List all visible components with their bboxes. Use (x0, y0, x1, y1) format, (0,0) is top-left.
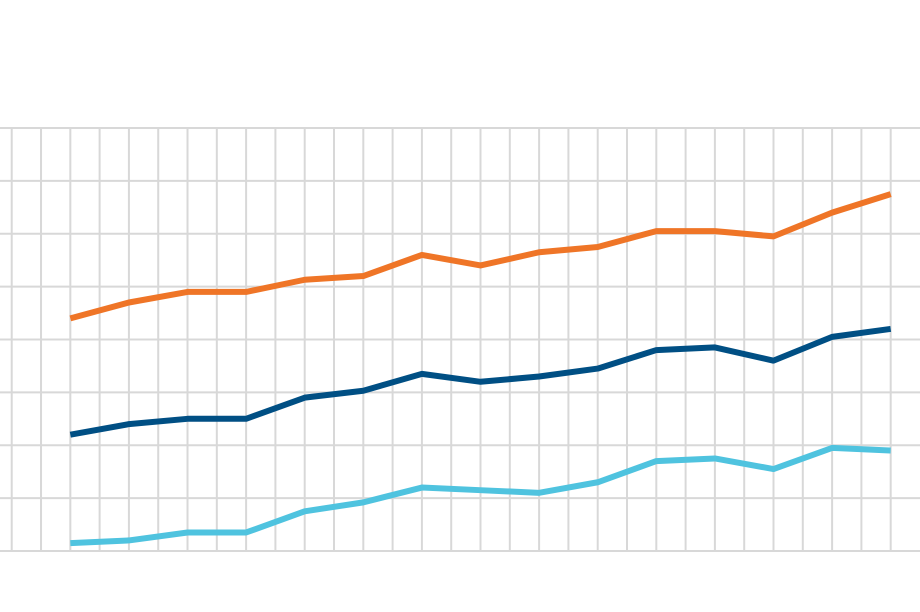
gridlines (0, 127, 920, 552)
series-line-2 (69, 325, 892, 438)
series-line-1 (69, 191, 892, 322)
series-lines (69, 191, 892, 547)
series-line-3 (70, 444, 891, 547)
